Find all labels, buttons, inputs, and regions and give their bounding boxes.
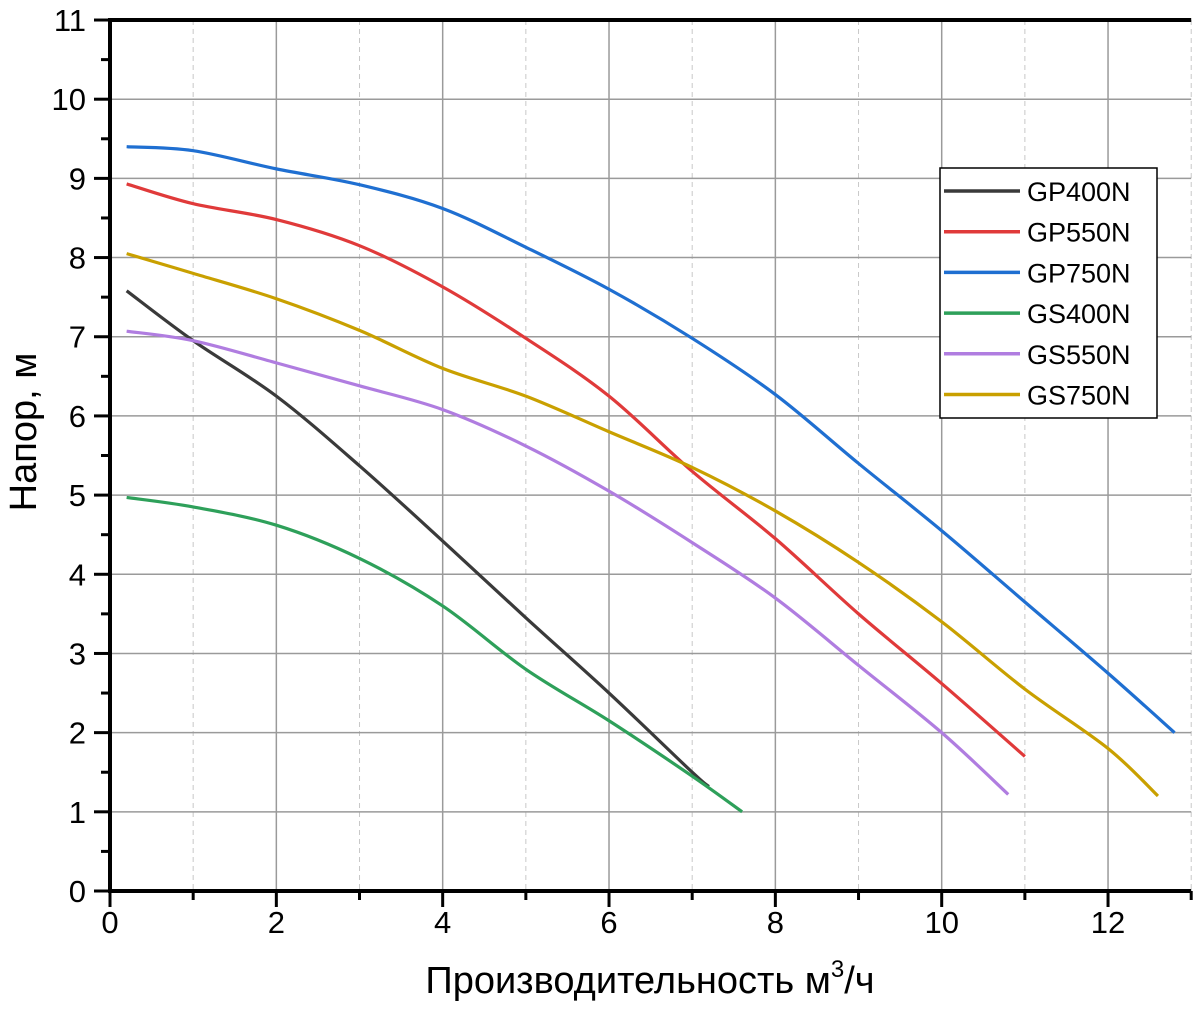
y-tick-label: 0: [69, 874, 86, 909]
series-line-gs400n: [126, 495, 744, 814]
x-tick-label: 8: [767, 905, 784, 940]
x-tick-label: 0: [101, 905, 118, 940]
series-line-gp400n: [125, 289, 710, 788]
y-tick-label: 1: [69, 795, 86, 830]
legend-label: GP750N: [1027, 258, 1131, 288]
x-tick-label: 10: [924, 905, 958, 940]
series-line-gs550n: [126, 329, 1010, 796]
y-tick-label: 3: [69, 636, 86, 671]
legend-label: GS400N: [1027, 299, 1131, 329]
x-tick-label: 4: [434, 905, 451, 940]
y-tick-label: 4: [69, 557, 86, 592]
x-axis-label-main: Производительность м: [425, 960, 831, 1002]
series-line-gs750n: [126, 252, 1160, 798]
y-tick-label: 9: [69, 161, 86, 196]
x-axis-label-sup: 3: [831, 956, 844, 983]
legend-label: GS550N: [1027, 340, 1131, 370]
y-tick-label: 10: [52, 82, 86, 117]
y-tick-label: 6: [69, 399, 86, 434]
x-tick-label: 12: [1091, 905, 1125, 940]
x-tick-label: 6: [600, 905, 617, 940]
x-tick-label: 2: [268, 905, 285, 940]
y-tick-label: 11: [54, 3, 86, 38]
y-tick-label: 7: [69, 320, 86, 355]
legend: GP400N GP550N GP750N GS400N GS550N GS750N: [939, 167, 1158, 419]
y-axis-label: Напор, м: [3, 353, 45, 512]
y-tick-label: 2: [69, 716, 86, 751]
x-axis-label: Производительность м3/ч: [425, 956, 874, 1002]
series-lines: [125, 145, 1176, 814]
grid: [110, 20, 1192, 891]
y-tick-label: 8: [69, 241, 86, 276]
legend-box: [939, 167, 1158, 419]
series-line-gp550n: [126, 182, 1026, 758]
x-axis-label-suffix: /ч: [844, 960, 874, 1002]
legend-label: GS750N: [1027, 381, 1131, 411]
y-tick-label: 5: [69, 478, 86, 513]
legend-label: GP400N: [1027, 177, 1131, 207]
series-line-gp750n: [126, 145, 1176, 734]
legend-label: GP550N: [1027, 218, 1131, 248]
